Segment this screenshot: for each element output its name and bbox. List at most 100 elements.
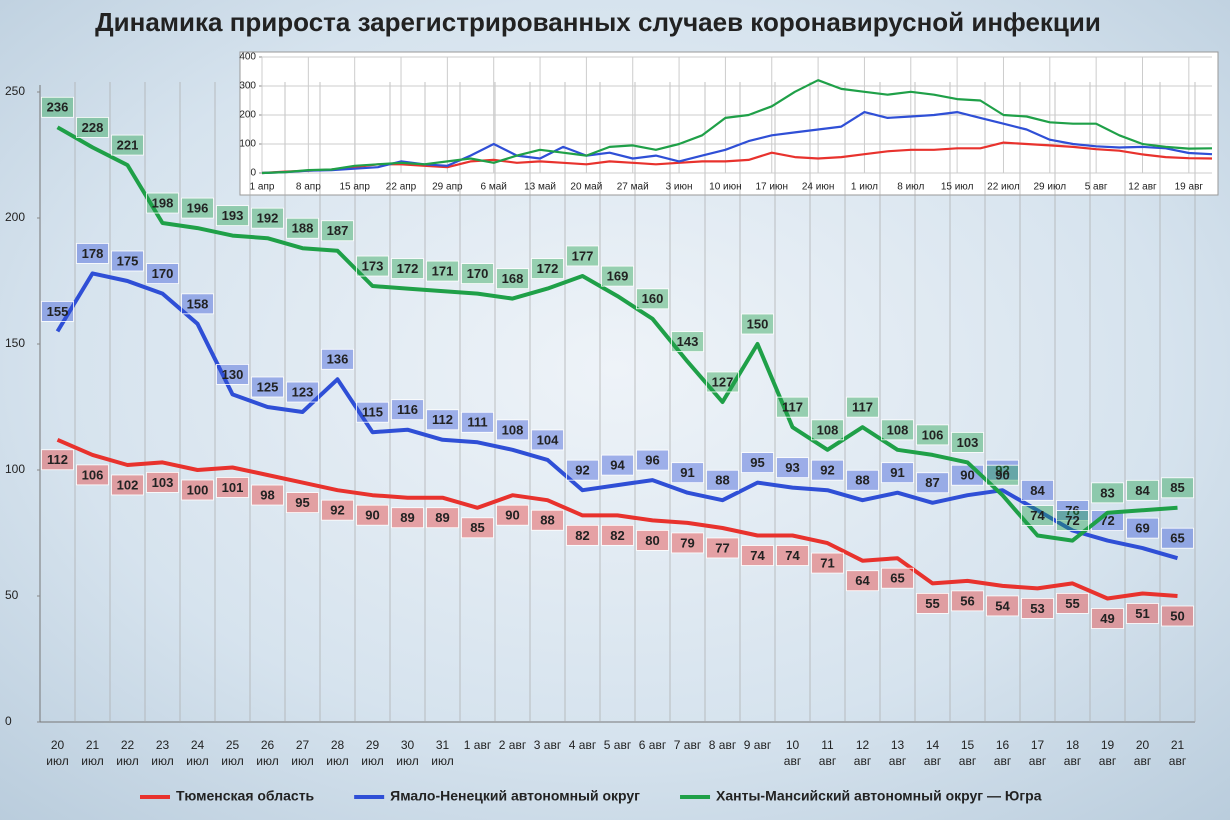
value-label-box: [286, 381, 319, 403]
x-tick-label: 20 авг: [1134, 738, 1152, 768]
value-label: 123: [292, 384, 314, 399]
x-tick-label: 22 июл: [987, 182, 1020, 193]
value-label: 221: [117, 138, 139, 153]
value-label-box: [1091, 510, 1124, 531]
value-label: 84: [1135, 483, 1150, 498]
value-label-box: [531, 258, 564, 279]
value-label-box: [636, 288, 669, 310]
value-label: 50: [1170, 608, 1184, 623]
value-label-box: [181, 479, 214, 501]
value-label: 150: [747, 316, 769, 331]
value-label: 104: [537, 432, 559, 447]
value-label: 198: [152, 195, 174, 210]
value-label: 53: [1030, 601, 1044, 616]
x-tick-label: 25 июл: [221, 738, 243, 768]
value-label: 49: [1100, 611, 1114, 626]
value-label-box: [41, 300, 74, 322]
value-label-box: [1091, 608, 1124, 629]
series-line: [56, 437, 1178, 601]
value-label: 106: [922, 427, 944, 442]
value-label: 196: [187, 201, 209, 216]
value-label-box: [706, 371, 739, 393]
y-tick-label: 250: [5, 84, 25, 98]
value-label-box: [566, 459, 599, 481]
value-label: 95: [750, 455, 764, 470]
x-tick-label: 29 апр: [432, 182, 463, 193]
value-label-box: [881, 567, 914, 589]
x-tick-label: 31 июл: [431, 738, 453, 768]
x-tick-label: 29 июл: [361, 738, 383, 768]
value-label-box: [881, 462, 914, 484]
x-tick-label: 3 авг: [534, 738, 562, 752]
x-tick-label: 28 июл: [326, 738, 348, 768]
value-label: 93: [785, 460, 799, 475]
value-label: 172: [397, 261, 419, 276]
legend-label: Тюменская область: [176, 788, 315, 804]
value-label-box: [986, 464, 1019, 486]
value-label: 192: [257, 211, 279, 226]
value-label: 108: [817, 422, 839, 437]
x-tick-label: 9 авг: [744, 738, 772, 752]
value-label: 112: [432, 412, 453, 427]
value-label: 125: [257, 379, 279, 394]
value-label-box: [496, 504, 529, 526]
x-tick-label: 11 авг: [819, 738, 837, 768]
value-label-box: [741, 313, 774, 335]
x-tick-label: 15 июл: [941, 182, 974, 193]
x-tick-label: 15 авг: [959, 738, 977, 768]
x-tick-label: 22 июл: [116, 738, 138, 768]
value-label: 79: [680, 535, 694, 550]
value-label: 65: [1170, 531, 1184, 546]
value-label: 92: [820, 463, 834, 478]
value-label-box: [216, 363, 249, 385]
value-label: 92: [995, 463, 1009, 478]
series-line: [261, 141, 1213, 175]
x-tick-label: 13 май: [524, 182, 556, 193]
value-label: 69: [1135, 521, 1149, 536]
value-label-box: [76, 243, 109, 264]
value-label-box: [496, 419, 529, 441]
x-tick-label: 20 июл: [46, 738, 68, 768]
value-label: 100: [187, 482, 209, 497]
value-label-box: [1091, 482, 1124, 504]
y-tick-label: 0: [250, 168, 256, 179]
value-label-box: [1161, 605, 1194, 627]
x-tick-label: 19 авг: [1099, 738, 1117, 768]
value-label: 56: [960, 593, 974, 608]
value-label: 236: [47, 100, 69, 115]
value-label-box: [426, 507, 459, 529]
value-label-box: [146, 192, 179, 214]
series-line: [55, 271, 1179, 561]
value-label-box: [356, 504, 389, 526]
value-label-box: [1021, 479, 1054, 501]
x-tick-label: 15 апр: [339, 182, 370, 193]
value-label: 90: [960, 468, 974, 483]
value-label-box: [146, 263, 179, 285]
value-label: 82: [610, 528, 624, 543]
y-tick-label: 300: [239, 81, 256, 92]
x-tick-label: 18 авг: [1064, 738, 1082, 768]
value-label-box: [741, 545, 774, 566]
value-label: 89: [435, 510, 449, 525]
value-label: 103: [152, 475, 174, 490]
y-tick-label: 100: [239, 139, 256, 150]
y-tick-label: 100: [5, 462, 25, 476]
value-label-box: [461, 517, 494, 539]
value-label: 90: [995, 468, 1009, 483]
value-label-box: [216, 205, 249, 227]
x-tick-label: 8 авг: [709, 738, 737, 752]
value-label: 136: [327, 352, 349, 367]
value-label: 168: [502, 271, 524, 286]
value-label-box: [706, 537, 739, 559]
x-tick-label: 22 апр: [386, 182, 417, 193]
value-label: 106: [82, 467, 104, 482]
value-label: 175: [117, 253, 139, 268]
value-label-box: [636, 530, 669, 551]
value-label-box: [951, 432, 984, 453]
value-label-box: [811, 552, 844, 574]
value-label-box: [671, 331, 704, 353]
x-tick-label: 23 июл: [151, 738, 173, 768]
value-label: 108: [502, 422, 524, 437]
value-label-box: [776, 396, 809, 418]
